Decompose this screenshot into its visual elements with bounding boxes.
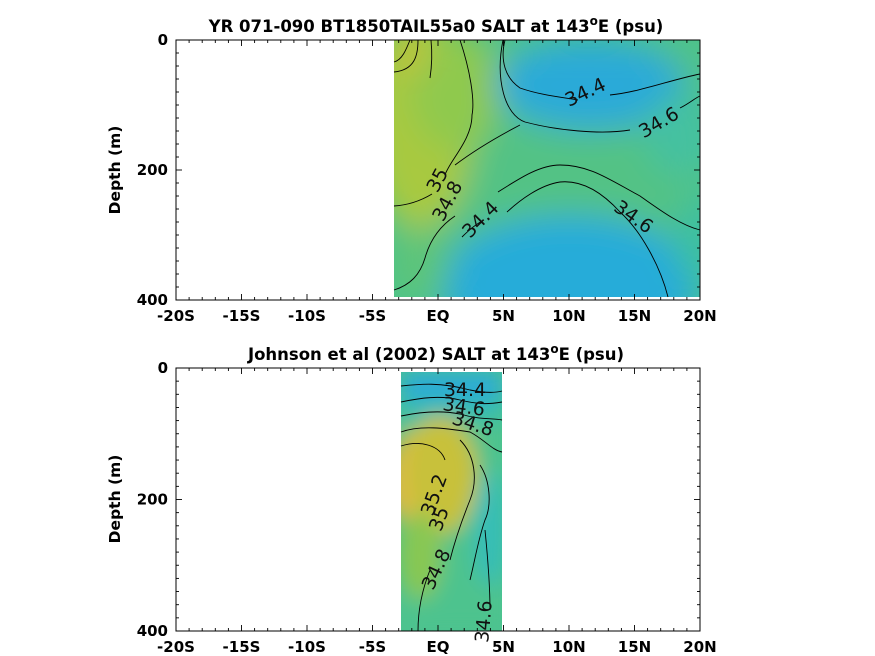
x-tick-label: -20S	[157, 307, 195, 325]
x-tick-label: 15N	[618, 307, 651, 325]
chart-title: YR 071-090 BT1850TAIL55a0 SALT at 143oE …	[208, 14, 664, 36]
axes-frame	[175, 39, 701, 301]
axes-frame	[175, 367, 701, 632]
y-tick-label: 0	[158, 359, 168, 377]
x-tick-label: EQ	[427, 638, 450, 656]
y-axis-label: Depth (m)	[106, 126, 124, 215]
x-tick-label: 10N	[552, 307, 585, 325]
y-tick-label: 400	[137, 622, 168, 640]
x-tick-label: -10S	[288, 638, 326, 656]
heatmap-field	[401, 372, 502, 631]
heatmap-field	[394, 40, 700, 297]
x-tick-label: -15S	[223, 307, 261, 325]
x-tick-label: 10N	[552, 638, 585, 656]
y-tick-labels: 0 200 400	[137, 31, 168, 309]
x-tick-labels: -20S -15S -10S -5S EQ 5N 10N 15N 20N	[157, 307, 717, 325]
x-tick-label: 5N	[492, 307, 515, 325]
y-tick-labels: 0 200 400	[137, 359, 168, 640]
chart-title: Johnson et al (2002) SALT at 143oE (psu)	[247, 342, 624, 364]
panel-bottom: Johnson et al (2002) SALT at 143oE (psu)	[106, 342, 717, 656]
x-tick-label: -10S	[288, 307, 326, 325]
contour-label: 34.6	[471, 599, 497, 643]
x-tick-label: 15N	[618, 638, 651, 656]
x-tick-label: -5S	[359, 638, 386, 656]
x-tick-label: EQ	[427, 307, 450, 325]
x-tick-label: -15S	[223, 638, 261, 656]
x-tick-label: -20S	[157, 638, 195, 656]
y-tick-label: 400	[137, 291, 168, 309]
y-tick-label: 200	[137, 491, 168, 509]
contour-lines	[393, 39, 701, 298]
x-tick-label: -5S	[359, 307, 386, 325]
x-tick-label: 20N	[683, 638, 716, 656]
contour-label: 34.4	[444, 379, 486, 401]
y-tick-label: 200	[137, 161, 168, 179]
x-tick-label: 5N	[492, 638, 515, 656]
contour-lines	[400, 383, 503, 632]
panel-top: YR 071-090 BT1850TAIL55a0 SALT at 143oE …	[106, 14, 717, 325]
y-tick-label: 0	[158, 31, 168, 49]
x-tick-label: 20N	[683, 307, 716, 325]
x-tick-labels: -20S -15S -10S -5S EQ 5N 10N 15N 20N	[157, 638, 717, 656]
y-axis-label: Depth (m)	[106, 455, 124, 544]
